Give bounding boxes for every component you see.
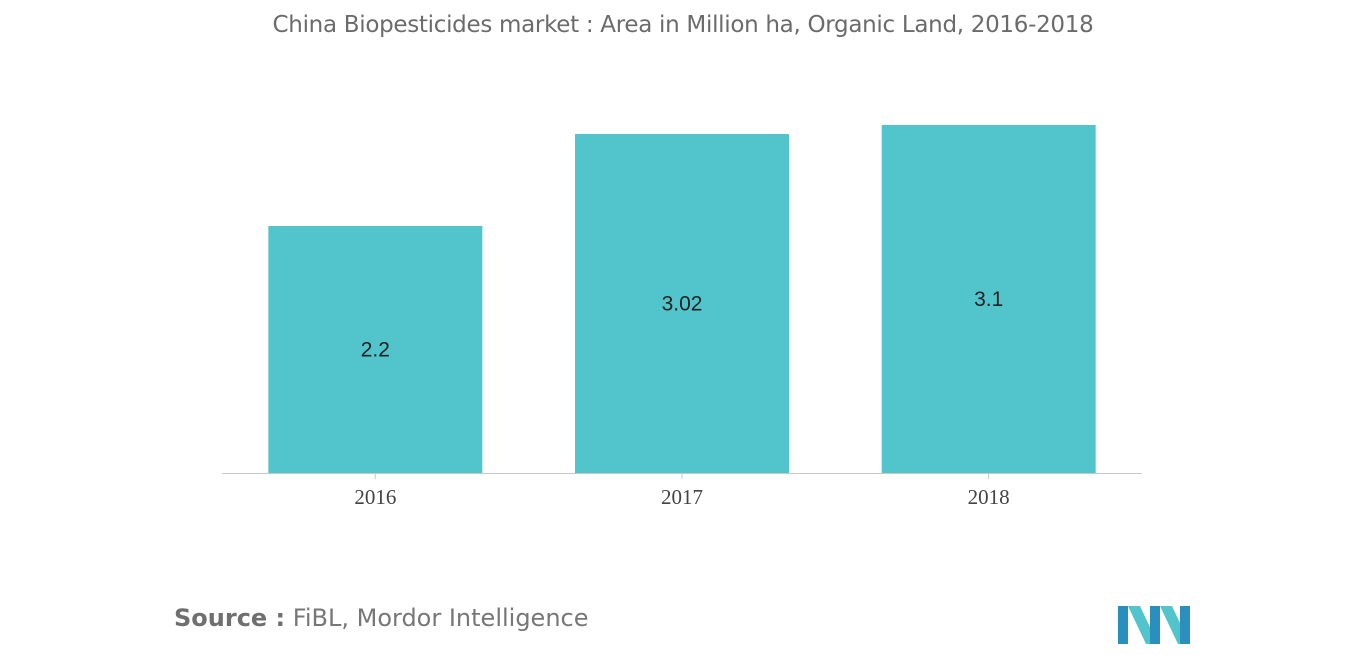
- data-label-2016: 2.2: [361, 339, 390, 362]
- x-tick-label-2016: 2016: [354, 485, 396, 509]
- data-label-2018: 3.1: [974, 288, 1003, 311]
- bar-2018: [881, 125, 1096, 473]
- bar-2016: [268, 226, 483, 473]
- data-label-2017: 3.02: [662, 292, 703, 315]
- source-note: Source : FiBL, Mordor Intelligence: [174, 604, 589, 632]
- source-prefix: Source :: [174, 604, 286, 632]
- chart-title: China Biopesticides market : Area in Mil…: [272, 12, 1094, 38]
- source-text: FiBL, Mordor Intelligence: [285, 604, 589, 632]
- mordor-intelligence-logo-icon: [1118, 606, 1190, 644]
- x-tick-label-2018: 2018: [968, 485, 1010, 509]
- x-tick-label-2017: 2017: [661, 485, 703, 509]
- bar-2017: [575, 133, 789, 473]
